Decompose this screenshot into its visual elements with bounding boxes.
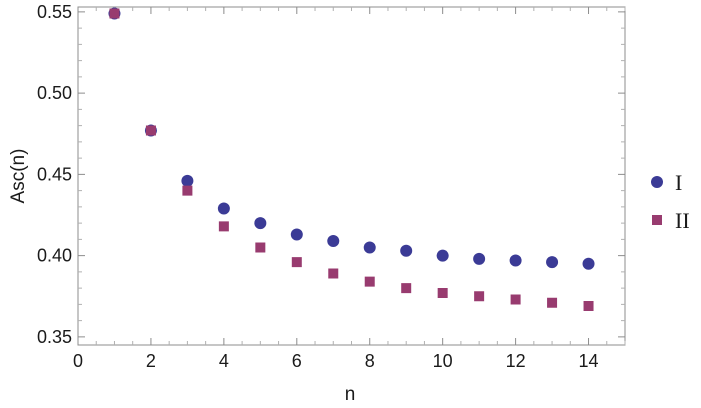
series-2-point	[474, 291, 485, 302]
series-2-point	[583, 301, 594, 311]
x-tick-label: 14	[579, 351, 599, 371]
legend-label: II	[675, 208, 690, 233]
series-2-point	[547, 297, 558, 308]
x-axis-label: n	[345, 384, 356, 405]
y-tick-label: 0.55	[37, 2, 72, 22]
x-axis: 0 2 4 6 8 10 12 14	[73, 7, 626, 371]
series-2-point	[255, 242, 266, 253]
legend-label: I	[675, 170, 682, 195]
series-1-point	[400, 244, 413, 257]
plot-frame	[77, 6, 626, 346]
plot-border	[77, 6, 626, 346]
series-2-point	[291, 257, 302, 268]
x-tick-label: 8	[365, 351, 375, 371]
series-1-point	[546, 256, 559, 269]
legend: III	[651, 170, 690, 233]
legend-marker-I	[651, 176, 663, 188]
y-tick-label: 0.50	[37, 83, 72, 103]
x-tick-label: 2	[146, 351, 156, 371]
series-1-point	[363, 241, 376, 254]
series-1-point	[254, 217, 267, 230]
y-axis-label: Asc(n)	[8, 149, 29, 204]
series-1-point	[181, 174, 194, 187]
series-2-point	[328, 268, 339, 279]
series-2-point	[218, 221, 229, 232]
series-1-point	[327, 235, 340, 247]
x-tick-label: 12	[506, 351, 526, 371]
legend-marker-II	[652, 215, 662, 225]
series-1-point	[290, 228, 303, 241]
series-2-point	[182, 185, 193, 196]
series-2-point	[364, 276, 375, 287]
y-tick-label: 0.45	[37, 164, 72, 184]
series-1-point	[436, 249, 449, 262]
y-axis: 0.35 0.40 0.45 0.50 0.55	[37, 2, 625, 347]
series-2-point	[510, 294, 521, 305]
series-2-point	[437, 288, 448, 298]
series-1-point	[509, 254, 522, 267]
y-tick-label: 0.35	[37, 327, 72, 347]
data-points	[108, 7, 595, 311]
series-1-point	[473, 252, 486, 265]
series-2-point	[401, 283, 412, 294]
x-tick-label: 0	[73, 351, 83, 371]
y-tick-label: 0.40	[37, 246, 72, 266]
x-tick-label: 4	[219, 351, 229, 371]
series-1-point	[217, 202, 230, 215]
x-tick-label: 6	[292, 351, 302, 371]
series-2-point	[109, 8, 120, 19]
series-2-point	[145, 125, 156, 136]
x-tick-label: 10	[433, 351, 453, 371]
series-1-point	[582, 257, 595, 270]
